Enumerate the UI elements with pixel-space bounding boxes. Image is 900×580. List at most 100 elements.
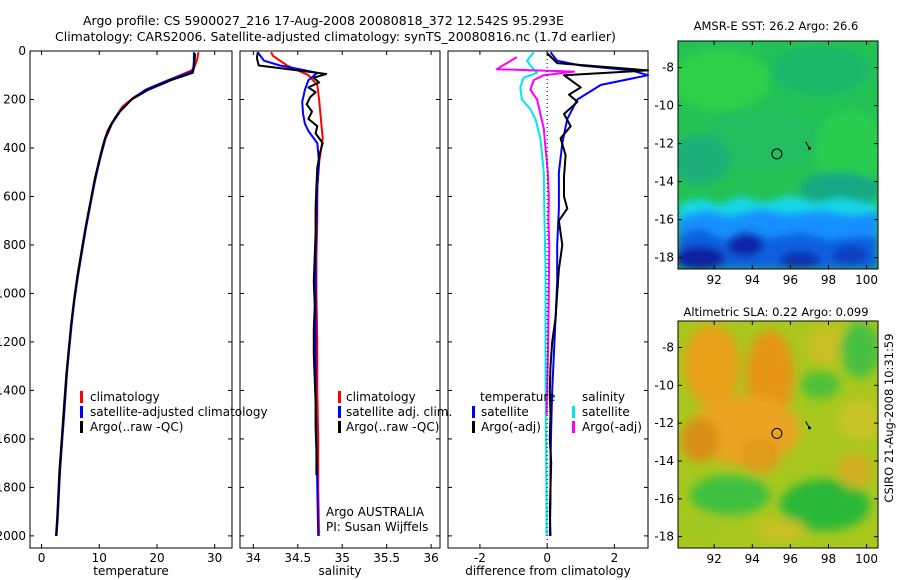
y-tick-label: 1600 (0, 432, 26, 446)
plot-title-line1: Argo profile: CS 5900027_216 17-Aug-2008… (83, 13, 564, 28)
map-x-tick-label: 98 (821, 273, 836, 287)
map-y-tick-label: -8 (662, 61, 674, 75)
legend-label-argo: Argo(..raw -QC) (346, 420, 439, 434)
map-y-tick-label: -12 (654, 416, 674, 430)
x-tick-label: 34.5 (284, 551, 311, 565)
temperature-xlabel: temperature (93, 564, 168, 578)
profile-location-marker (771, 148, 783, 160)
pi-name-label: PI: Susan Wijffels (326, 520, 428, 534)
argo-program-label: Argo AUSTRALIA (326, 505, 425, 519)
map-y-tick-label: -18 (654, 251, 674, 265)
axis-ticks-group: 0102030020040060080010001200140016001800… (0, 44, 648, 565)
map-x-tick-label: 92 (707, 273, 722, 287)
map-x-tick-label: 96 (783, 273, 798, 287)
x-tick-label: 2 (611, 551, 619, 565)
legend-swatch-temp-satellite (472, 406, 475, 418)
series-line-satellite-adj-clim- (256, 51, 321, 536)
salinity-xlabel: salinity (318, 564, 361, 578)
sla-map-title: Altimetric SLA: 0.22 Argo: 0.099 (683, 305, 868, 319)
map-x-tick-label: 94 (745, 273, 760, 287)
x-tick-label: 0 (38, 551, 46, 565)
legend-swatch-sal-argo (572, 421, 575, 433)
legend-header-salinity: salinity (582, 390, 625, 404)
legend-swatch-argo (80, 421, 83, 433)
temperature-panel-frame (29, 50, 233, 549)
map-y-tick-label: -18 (654, 530, 674, 544)
map-y-tick-label: -14 (654, 454, 674, 468)
map-y-tick-label: -10 (654, 99, 674, 113)
y-tick-label: 1000 (0, 286, 26, 300)
map-y-tick-label: -8 (662, 340, 674, 354)
map-y-tick-label: -10 (654, 378, 674, 392)
legend-swatch-sal-satellite (572, 406, 575, 418)
sla-heatmap (678, 321, 878, 548)
salinity-series-group (255, 51, 328, 536)
x-tick-label: 10 (92, 551, 107, 565)
x-tick-label: 35 (335, 551, 350, 565)
x-tick-label: 30 (207, 551, 222, 565)
x-tick-label: -2 (474, 551, 486, 565)
temperature-series-group (55, 52, 200, 536)
profile-location-marker (771, 427, 783, 439)
legend-label-sal-argo: Argo(-adj) (582, 420, 642, 434)
legend-label-satellite-adj: satellite adj. clim. (346, 405, 452, 419)
series-line-salinity-argo-adj- (495, 56, 576, 415)
legend-label-argo: Argo(..raw -QC) (90, 420, 183, 434)
sst-heatmap (678, 41, 878, 269)
y-tick-label: 600 (3, 189, 26, 203)
map-x-tick-label: 100 (855, 552, 878, 566)
legend-label-climatology: climatology (90, 390, 160, 404)
plot-title-line2: Climatology: CARS2006. Satellite-adjuste… (55, 29, 616, 44)
y-tick-label: 800 (3, 238, 26, 252)
map-y-tick-label: -16 (654, 213, 674, 227)
y-tick-label: 2000 (0, 529, 26, 543)
y-tick-label: 1800 (0, 480, 26, 494)
y-tick-label: 200 (3, 92, 26, 106)
x-tick-label: 0 (543, 551, 551, 565)
map-x-tick-label: 92 (707, 552, 722, 566)
x-tick-label: 36 (423, 551, 438, 565)
sst-map-frame (677, 40, 879, 270)
difference-panel-frame (447, 50, 649, 549)
map-x-tick-label: 98 (821, 552, 836, 566)
temperature-legend: climatology satellite-adjusted climatolo… (80, 390, 268, 434)
legend-label-climatology: climatology (346, 390, 416, 404)
x-tick-label: 35.5 (373, 551, 400, 565)
series-line-temperature-satellite (548, 51, 649, 536)
sst-overlay-group: 92 94 96 98 100 -8 -10 -12 -14 -16 -18 (654, 41, 878, 287)
csiro-timestamp: CSIRO 21-Aug-2008 10:31:59 (882, 333, 896, 502)
legend-swatch-argo (338, 421, 341, 433)
x-tick-label: 34 (246, 551, 261, 565)
legend-swatch-satellite-adj (338, 406, 341, 418)
difference-series-group (495, 51, 649, 548)
series-line-satellite-adjusted-climatology (55, 52, 195, 536)
legend-header-temperature: temperature (480, 390, 555, 404)
sla-overlay-group: 92 94 96 98 100 -8 -10 -12 -14 -16 -18 (654, 321, 878, 566)
salinity-panel-frame (239, 50, 441, 549)
y-tick-label: 1200 (0, 335, 26, 349)
y-tick-label: 0 (18, 44, 26, 58)
y-tick-label: 400 (3, 141, 26, 155)
series-line-salinity-satellite (519, 51, 548, 536)
series-line-temperature-argo-adj- (546, 52, 649, 536)
legend-swatch-satellite-adjusted (80, 406, 83, 418)
y-tick-label: 1400 (0, 383, 26, 397)
difference-xlabel: difference from climatology (465, 564, 631, 578)
legend-label-sal-satellite: satellite (582, 405, 630, 419)
map-y-tick-label: -14 (654, 175, 674, 189)
series-line-climatology (55, 52, 200, 536)
salinity-legend: climatology satellite adj. clim. Argo(..… (326, 390, 452, 534)
difference-legend: temperature satellite Argo(-adj) salinit… (472, 390, 642, 434)
map-x-tick-label: 100 (855, 273, 878, 287)
series-line-argo-raw-qc- (255, 52, 328, 476)
map-x-tick-label: 96 (783, 552, 798, 566)
map-x-tick-label: 94 (745, 552, 760, 566)
legend-swatch-climatology (80, 391, 83, 403)
x-tick-label: 20 (149, 551, 164, 565)
map-y-tick-label: -12 (654, 137, 674, 151)
float-track-end (807, 426, 811, 430)
sst-map-title: AMSR-E SST: 26.2 Argo: 26.6 (694, 19, 859, 33)
legend-swatch-temp-argo (472, 421, 475, 433)
legend-label-temp-argo: Argo(-adj) (481, 420, 541, 434)
